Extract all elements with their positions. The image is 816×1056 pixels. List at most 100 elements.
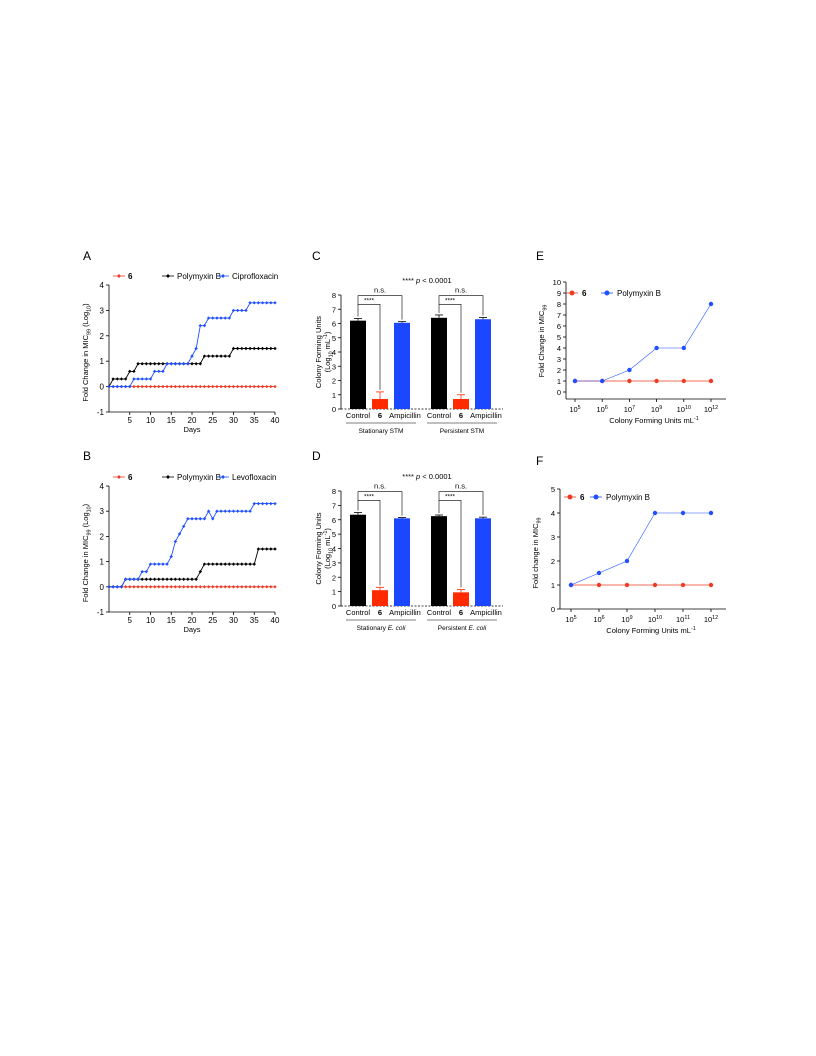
data-point (165, 384, 169, 389)
data-point (252, 562, 256, 566)
category-label: Control (427, 411, 452, 420)
data-point (568, 582, 574, 588)
data-point (136, 362, 140, 366)
data-point (252, 501, 256, 506)
data-point (123, 577, 128, 581)
data-point (219, 585, 223, 589)
data-point (248, 301, 252, 305)
x-tick-label: 35 (250, 616, 259, 625)
data-point (248, 509, 252, 513)
y-axis-label: Fold Change in MIC99 (Log10) (81, 503, 92, 602)
category-label: 6 (459, 411, 463, 420)
x-tick-label: 15 (167, 416, 176, 425)
y-tick-label: 2 (332, 377, 336, 386)
x-tick-label: 40 (271, 416, 280, 425)
data-point (152, 577, 157, 581)
significance-bracket (357, 303, 381, 390)
data-point (252, 346, 256, 351)
y-tick-label: 8 (332, 487, 336, 496)
y-tick-label: 1 (551, 581, 555, 590)
data-point (708, 510, 714, 516)
data-point (206, 354, 211, 358)
bar (475, 518, 491, 606)
x-tick-label: 15 (167, 616, 176, 625)
data-point (265, 585, 269, 589)
significance-bracket (438, 500, 462, 588)
y-tick-label: 8 (332, 291, 336, 300)
data-point (128, 577, 132, 581)
data-point (227, 384, 232, 389)
data-point (144, 384, 149, 389)
data-point (265, 501, 269, 506)
y-axis-label: Colony Forming Units (314, 316, 323, 388)
data-point (248, 585, 252, 589)
category-label: 6 (459, 608, 463, 617)
data-point (136, 384, 140, 389)
data-point (206, 562, 211, 566)
data-point (198, 585, 202, 589)
data-point (206, 509, 211, 513)
data-point (680, 582, 686, 588)
data-point (144, 585, 149, 589)
data-point (654, 345, 659, 351)
bar (394, 518, 410, 606)
panel-letter: D (312, 449, 321, 463)
category-label: Ampicillin (389, 608, 421, 617)
legend-marker (221, 475, 225, 479)
data-point (248, 384, 252, 389)
data-point (256, 585, 261, 589)
data-point (182, 362, 186, 366)
panel-letter: F (536, 454, 543, 468)
data-point (198, 517, 202, 521)
panel-letter: A (83, 249, 91, 263)
data-point (165, 585, 169, 589)
x-tick-label: 10 (146, 616, 155, 625)
bar (350, 320, 366, 409)
data-point (248, 346, 252, 351)
y-axis-label-unit: (Log10 mL-1) (323, 528, 334, 569)
data-point (161, 585, 165, 589)
data-point (235, 562, 240, 566)
legend-label: Levofloxacin (232, 473, 276, 482)
data-point (215, 384, 219, 389)
data-point (161, 369, 165, 374)
data-point (140, 569, 144, 574)
data-point (269, 547, 273, 551)
category-label: Control (427, 608, 452, 617)
y-tick-label: 0 (332, 405, 336, 414)
series-line (575, 303, 712, 382)
data-point (148, 577, 153, 581)
significance-ns: n.s. (374, 286, 386, 295)
data-point (244, 585, 248, 589)
data-point (202, 585, 207, 589)
y-tick-label: 2 (551, 557, 555, 566)
x-tick-label: 20 (188, 416, 197, 425)
data-point (177, 362, 182, 366)
y-tick-label: 1 (332, 391, 336, 400)
x-tick-label: 20 (188, 616, 197, 625)
data-point (206, 585, 211, 589)
data-point (182, 524, 186, 529)
category-label: Control (346, 411, 371, 420)
data-point (206, 316, 211, 320)
data-point (273, 384, 277, 389)
x-tick-label: 5 (128, 616, 133, 625)
x-tick-label: 106 (593, 615, 604, 624)
data-point (161, 384, 165, 389)
significance-note: **** p < 0.0001 (402, 276, 451, 285)
data-point (260, 501, 265, 506)
significance-ns: n.s. (455, 482, 467, 491)
significance-bracket (357, 491, 403, 516)
category-label: 6 (378, 411, 382, 420)
data-point (186, 362, 190, 366)
data-point (652, 582, 658, 588)
x-tick-label: 105 (565, 615, 576, 624)
data-point (215, 354, 219, 358)
data-point (235, 509, 240, 513)
data-point (140, 577, 144, 581)
bar (431, 516, 447, 606)
data-point (140, 377, 144, 381)
bar (394, 322, 410, 409)
data-point (231, 585, 236, 589)
data-point (223, 509, 227, 513)
